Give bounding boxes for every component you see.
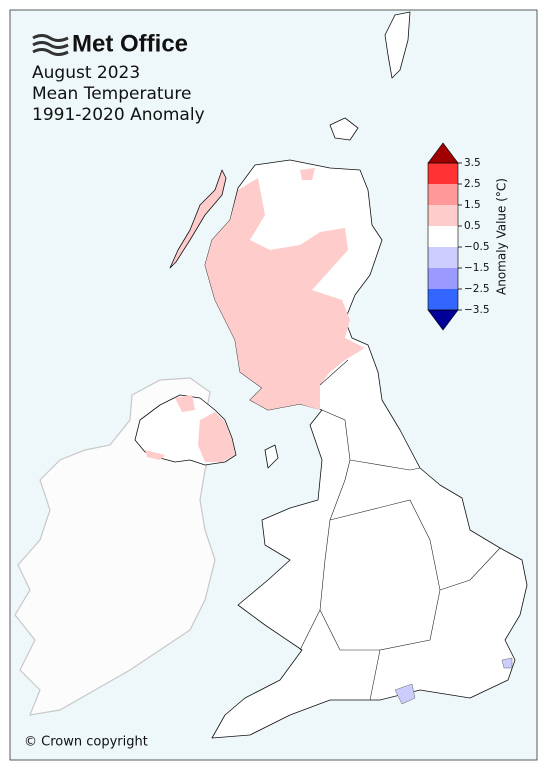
colorbar-segment bbox=[428, 205, 458, 226]
logo-wave bbox=[32, 34, 69, 42]
title-line: August 2023 bbox=[32, 63, 140, 83]
colorbar-tick-label: 0.5 bbox=[464, 220, 481, 232]
outer-hebrides bbox=[169, 169, 227, 269]
colorbar-segment bbox=[428, 268, 458, 289]
anomaly-patch bbox=[501, 657, 513, 669]
colorbar-tick-label: 3.5 bbox=[464, 157, 481, 169]
anomaly-patch bbox=[394, 683, 416, 705]
isle-of-man bbox=[264, 444, 279, 469]
logo-wave bbox=[32, 48, 69, 56]
anomaly-patch bbox=[145, 450, 165, 460]
logo-text: Met Office bbox=[72, 30, 188, 57]
colorbar-tick-label: 1.5 bbox=[464, 199, 481, 211]
colorbar-tick-label: −1.5 bbox=[464, 262, 490, 274]
colorbar-segment bbox=[428, 247, 458, 268]
colorbar: 3.5 2.5 1.5 0.5 −0.5 −1.5 −2.5 −3.5 Anomaly Valu… bbox=[427, 142, 509, 331]
colorbar-label: Anomaly Value (°C) bbox=[495, 178, 509, 295]
colorbar-tick-label: −0.5 bbox=[464, 241, 490, 253]
colorbar-segment bbox=[428, 184, 458, 205]
colorbar-segment bbox=[428, 163, 458, 184]
title-line: 1991-2020 Anomaly bbox=[32, 105, 205, 125]
anomaly-patch bbox=[300, 168, 315, 180]
anomaly-patch bbox=[198, 412, 235, 462]
anomaly-patch bbox=[205, 178, 365, 410]
title-line: Mean Temperature bbox=[32, 84, 191, 104]
orkney bbox=[329, 117, 359, 141]
shetland bbox=[384, 11, 411, 79]
logo-wave bbox=[32, 41, 69, 49]
copyright: © Crown copyright bbox=[24, 735, 148, 750]
logo bbox=[32, 34, 69, 56]
colorbar-outline bbox=[427, 162, 459, 311]
colorbar-tick-label: −3.5 bbox=[464, 304, 490, 316]
colorbar-tick-label: −2.5 bbox=[464, 283, 490, 295]
colorbar-segment bbox=[428, 226, 458, 247]
colorbar-segment bbox=[428, 289, 458, 310]
anomaly-patch bbox=[175, 395, 195, 412]
colorbar-tick-label: 2.5 bbox=[464, 178, 481, 190]
region-border bbox=[299, 359, 501, 701]
